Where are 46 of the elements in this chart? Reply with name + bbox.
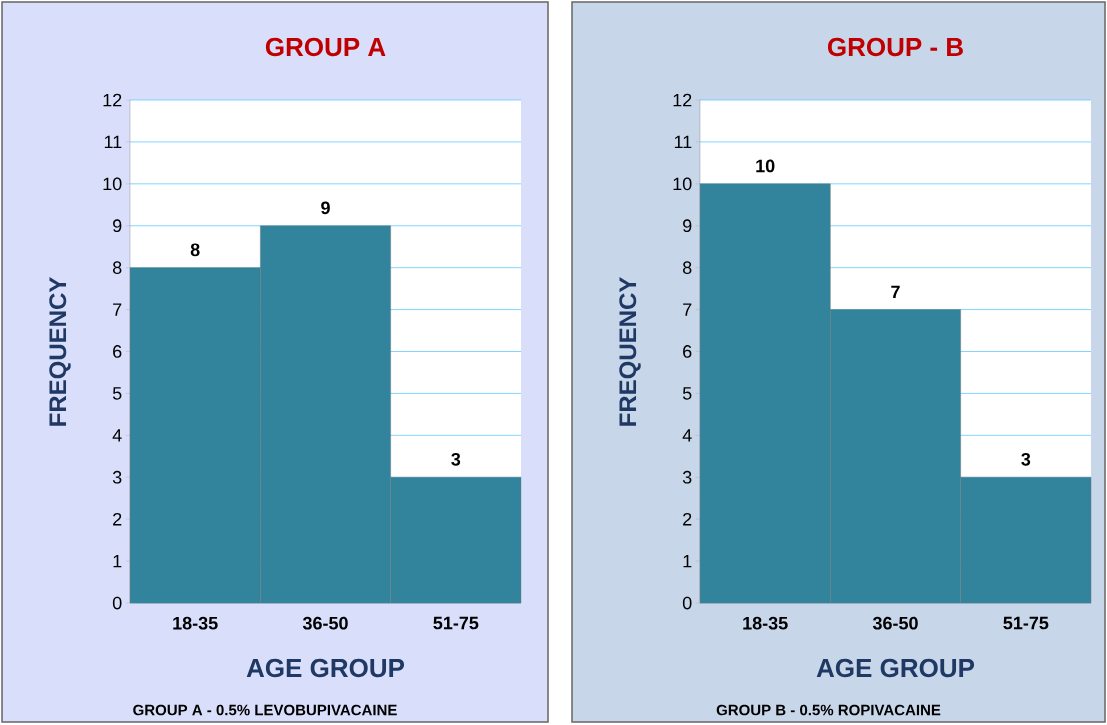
y-tick-label: 8 [112,261,122,275]
y-tick-label: 6 [113,345,122,358]
y-tick-label: 8 [682,261,692,275]
x-tick-label: 51-75 [433,616,479,630]
y-tick-label: 12 [673,93,692,107]
y-tick-label: 2 [113,512,122,526]
y-tick-label: 10 [103,177,122,191]
y-tick-label: 5 [682,387,692,400]
chart-title: GROUP A [265,37,386,57]
y-tick-label: 2 [683,512,692,526]
x-tick-label: 36-50 [302,616,348,630]
x-tick-label: 36-50 [872,616,918,630]
data-label: 3 [451,452,461,466]
data-label: 10 [756,159,775,173]
data-label: 7 [891,285,900,299]
data-label: 8 [190,243,200,257]
data-label: 9 [321,201,330,215]
y-tick-label: 11 [674,135,692,149]
y-tick-label: 11 [104,135,122,149]
y-tick-label: 6 [683,345,692,358]
x-tick-label: 18-35 [173,616,218,630]
data-label: 3 [1021,452,1031,466]
x-tick-label: 18-35 [743,616,788,630]
y-tick-label: 3 [112,470,122,484]
text: GROUP B - 0.5% ROPIVACAINE [716,704,941,716]
x-tick-label: 51-75 [1003,616,1049,630]
x-axis-title: AGE GROUP [246,658,405,678]
y-tick-label: 10 [673,177,692,191]
y-tick-label: 4 [112,429,122,442]
y-tick-label: 4 [682,429,692,442]
text: GROUP A - 0.5% LEVOBUPIVACAINE [133,704,397,716]
y-axis-title: FREQUENCY [49,277,71,426]
y-tick-label: 1 [113,554,122,568]
y-tick-label: 1 [683,554,692,568]
y-tick-label: 5 [112,387,122,400]
y-tick-label: 3 [682,470,692,484]
y-tick-label: 0 [682,596,692,610]
y-tick-label: 9 [683,219,692,233]
y-axis-title: FREQUENCY [619,277,641,426]
x-axis-title: AGE GROUP [816,658,975,678]
y-tick-label: 9 [113,219,122,233]
y-tick-label: 0 [112,596,122,610]
chart-title: GROUP - B [827,37,963,57]
y-tick-label: 7 [113,303,122,316]
y-tick-label: 7 [683,303,692,316]
y-tick-label: 12 [103,93,122,107]
